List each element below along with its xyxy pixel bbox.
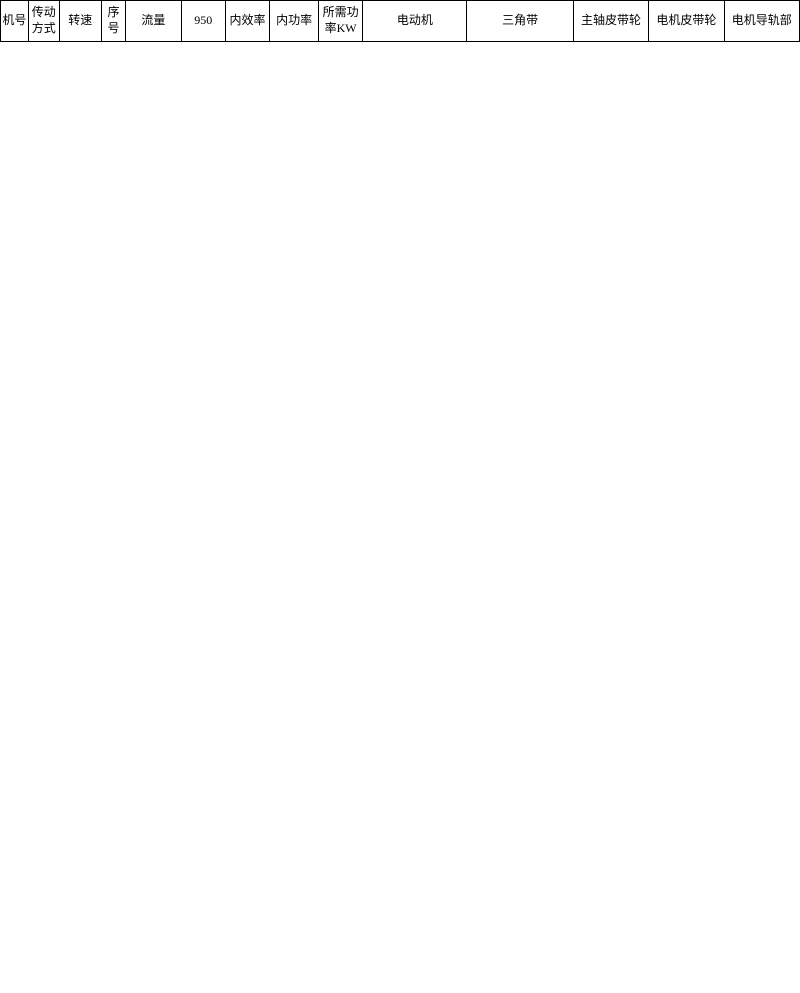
h-flow: 流量	[126, 1, 181, 42]
h-eff: 内效率	[225, 1, 269, 42]
h-pressure: 950	[181, 1, 225, 42]
h-machine-no: 机号	[1, 1, 29, 42]
h-req-power: 所需功率KW	[318, 1, 362, 42]
h-power: 内功率	[270, 1, 319, 42]
h-seq: 序号	[101, 1, 125, 42]
h-speed: 转速	[59, 1, 101, 42]
h-drive-mode: 传动方式	[28, 1, 59, 42]
h-rail: 电机导轨部	[724, 1, 800, 42]
spec-table: 机号传动方式转速序号流量950内效率内功率所需功率KW电动机三角带主轴皮带轮电机…	[0, 0, 800, 42]
h-main-pulley: 主轴皮带轮	[573, 1, 648, 42]
h-motor-pulley: 电机皮带轮	[649, 1, 724, 42]
h-motor: 电动机	[363, 1, 467, 42]
h-vbelt: 三角带	[467, 1, 573, 42]
